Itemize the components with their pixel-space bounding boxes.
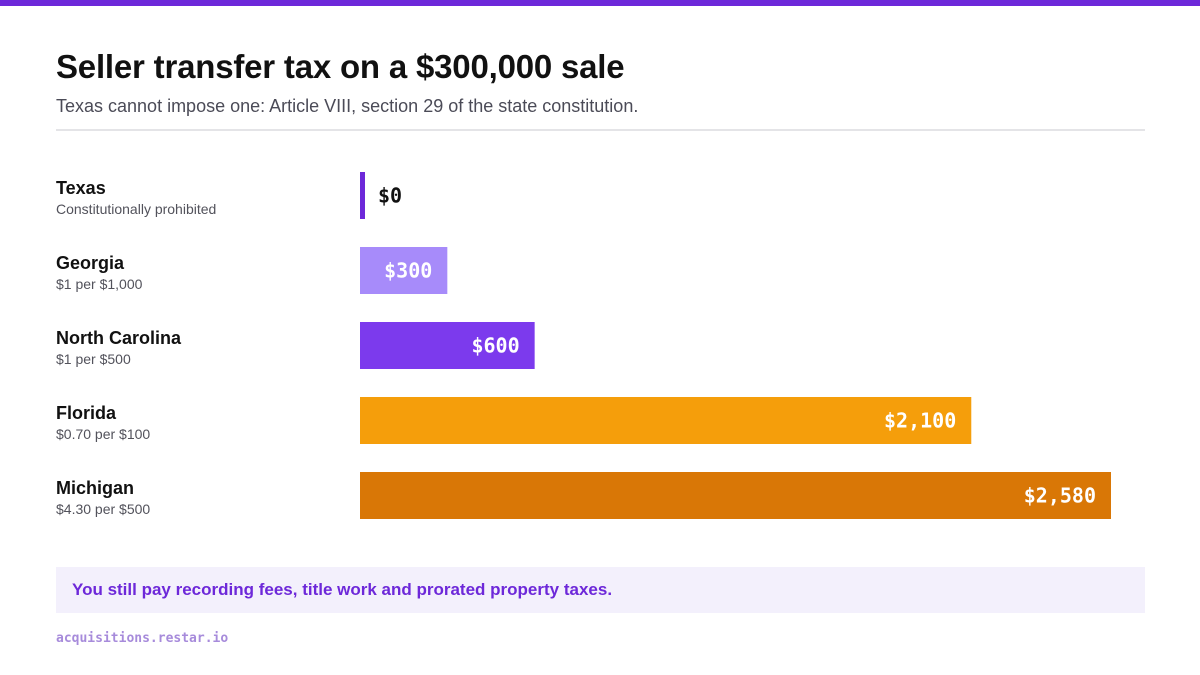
row-note: $1 per $500: [56, 351, 131, 367]
row-name: North Carolina: [56, 328, 182, 348]
row-name: Florida: [56, 403, 117, 423]
row-label-north-carolina: North Carolina $1 per $500: [56, 327, 181, 369]
callout-box: You still pay recording fees, title work…: [56, 567, 1145, 613]
row-name: Georgia: [56, 253, 125, 273]
row-note: Constitutionally prohibited: [56, 201, 217, 217]
bar-georgia: [360, 247, 448, 294]
value-label: $0: [378, 184, 402, 208]
footer-domain: acquisitions.restar.io: [56, 631, 229, 646]
row-label-michigan: Michigan $4.30 per $500: [56, 477, 150, 519]
value-label: $2,580: [1024, 484, 1096, 508]
row-note: $0.70 per $100: [56, 426, 151, 442]
bar-michigan: [360, 472, 1111, 519]
value-label: $600: [471, 334, 519, 358]
row-label-georgia: Georgia $1 per $1,000: [56, 252, 142, 294]
row-label-florida: Florida $0.70 per $100: [56, 402, 150, 444]
row-label-texas: Texas Constitutionally prohibited: [56, 177, 216, 219]
callout-text: You still pay recording fees, title work…: [72, 580, 613, 599]
row-note: $1 per $1,000: [56, 276, 143, 292]
bar-florida: [360, 397, 972, 444]
value-label: $2,100: [884, 409, 956, 433]
value-label: $300: [384, 259, 432, 283]
row-note: $4.30 per $500: [56, 501, 151, 517]
bar-texas: [360, 172, 365, 219]
top-accent-bar: [0, 0, 1200, 6]
page-subtitle: Texas cannot impose one: Article VIII, s…: [56, 96, 639, 116]
bar-north-carolina: [360, 322, 535, 369]
row-name: Michigan: [56, 478, 135, 498]
page-title: Seller transfer tax on a $300,000 sale: [56, 48, 625, 85]
row-name: Texas: [56, 178, 106, 198]
header-divider: [56, 129, 1145, 131]
